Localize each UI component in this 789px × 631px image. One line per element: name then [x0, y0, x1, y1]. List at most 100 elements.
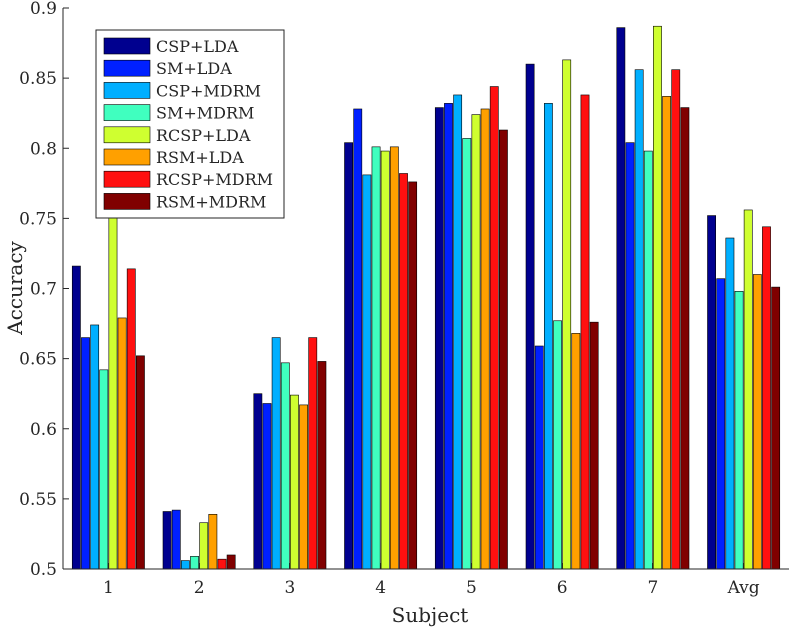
bar-csp-mdrm-1: [90, 324, 100, 570]
bar-rcsp-mdrm-5: [489, 86, 499, 570]
bar-rsm-mdrm-6: [589, 321, 599, 570]
bar-sm-mdrm-avg: [734, 291, 744, 570]
bar-rcsp-lda-6: [562, 59, 572, 570]
bar-sm-lda-4: [353, 108, 363, 570]
bar-rsm-mdrm-3: [317, 361, 327, 570]
bar-csp-lda-5: [434, 107, 444, 570]
bar-sm-lda-5: [444, 103, 453, 570]
legend-swatch: [103, 126, 151, 144]
bar-csp-mdrm-5: [453, 94, 463, 570]
x-axis-label: Subject: [392, 603, 469, 627]
bar-sm-mdrm-2: [190, 556, 199, 570]
bar-sm-lda-3: [262, 403, 272, 570]
bar-rcsp-mdrm-4: [399, 173, 408, 570]
bar-csp-lda-4: [344, 142, 353, 570]
y-tick-label: 0.55: [19, 490, 57, 510]
bar-rsm-lda-6: [571, 333, 581, 570]
y-tick-label: 0.85: [19, 69, 57, 89]
bar-rsm-lda-5: [480, 108, 490, 570]
bar-csp-lda-1: [71, 265, 81, 570]
y-tick-label: 0.9: [30, 0, 57, 19]
bar-sm-mdrm-1: [99, 369, 109, 570]
y-ticks: 0.5 0.55 0.6 0.65 0.7 0.75 0.8 0.85 0.9: [19, 0, 69, 580]
bar-rcsp-lda-avg: [743, 209, 753, 570]
bar-rsm-lda-2: [208, 513, 218, 570]
legend-label: CSP+MDRM: [156, 81, 261, 100]
bar-csp-mdrm-6: [543, 103, 553, 570]
x-tick-label: 4: [375, 578, 386, 598]
bar-sm-lda-avg: [716, 278, 726, 570]
legend-label: RSM+LDA: [156, 148, 244, 167]
bar-csp-lda-7: [616, 27, 626, 570]
bar-rcsp-lda-1: [108, 211, 118, 570]
x-ticks: 1 2 3 4 5 6 7 Avg: [103, 563, 760, 598]
legend-label: SM+LDA: [156, 59, 232, 78]
bar-rcsp-lda-4: [380, 150, 390, 570]
bar-sm-lda-2: [171, 509, 181, 570]
bar-rcsp-mdrm-1: [126, 268, 136, 570]
bar-csp-mdrm-7: [634, 69, 644, 570]
bar-sm-lda-1: [81, 337, 90, 570]
bar-rcsp-mdrm-7: [671, 69, 681, 570]
x-tick-label: 3: [284, 578, 295, 598]
legend-label: RCSP+LDA: [156, 126, 251, 145]
legend-box: [95, 29, 285, 219]
y-tick-label: 0.8: [30, 139, 57, 159]
bar-rsm-lda-1: [117, 317, 127, 570]
x-tick-label: 2: [194, 578, 205, 598]
legend-swatch: [103, 82, 151, 99]
legend-swatch: [103, 59, 151, 77]
bar-rsm-lda-avg: [752, 274, 762, 570]
legend-swatch: [103, 170, 151, 188]
legend-swatch: [103, 148, 151, 166]
bar-sm-mdrm-3: [280, 362, 290, 570]
legend: CSP+LDA SM+LDA CSP+MDRM SM+MDRM RCSP+LDA RSM+…: [95, 29, 285, 219]
bar-rsm-mdrm-avg: [771, 286, 781, 570]
bar-rcsp-lda-2: [199, 522, 209, 570]
bar-rsm-lda-4: [389, 146, 399, 570]
bar-rcsp-mdrm-2: [217, 558, 227, 570]
bar-rsm-mdrm-4: [408, 181, 418, 570]
bar-csp-mdrm-4: [362, 174, 372, 570]
bar-rcsp-mdrm-avg: [762, 226, 771, 570]
bar-sm-mdrm-6: [553, 320, 562, 570]
x-tick-label: Avg: [727, 578, 760, 598]
bar-rsm-mdrm-1: [136, 355, 145, 570]
bar-sm-mdrm-5: [462, 138, 472, 570]
bar-rsm-mdrm-5: [498, 129, 508, 570]
bar-rcsp-lda-3: [290, 394, 299, 570]
bar-rcsp-mdrm-6: [580, 94, 590, 570]
y-axis-label: Accuracy: [3, 240, 27, 335]
bar-rcsp-lda-5: [471, 114, 481, 570]
y-tick-label: 0.6: [30, 420, 57, 440]
y-tick-label: 0.5: [30, 560, 57, 580]
legend-swatch: [103, 193, 151, 210]
bar-csp-lda-avg: [707, 215, 716, 570]
y-tick-label: 0.75: [19, 209, 57, 229]
bar-rsm-mdrm-7: [680, 107, 690, 570]
y-tick-label: 0.7: [30, 280, 57, 300]
legend-label: RSM+MDRM: [156, 192, 266, 211]
legend-swatch: [103, 104, 151, 121]
bar-rsm-mdrm-2: [226, 554, 236, 570]
bar-sm-lda-6: [534, 345, 544, 570]
legend-label: RCSP+MDRM: [156, 170, 273, 189]
bar-csp-mdrm-avg: [725, 237, 735, 570]
bar-csp-lda-2: [162, 511, 172, 570]
bar-csp-mdrm-3: [271, 337, 281, 570]
bar-rsm-lda-3: [299, 404, 308, 570]
legend-swatch: [103, 37, 151, 55]
bar-sm-mdrm-4: [371, 146, 381, 570]
legend-label: CSP+LDA: [156, 37, 239, 56]
bar-sm-mdrm-7: [643, 150, 653, 570]
bar-sm-lda-7: [625, 142, 635, 570]
bar-csp-mdrm-2: [181, 560, 190, 570]
x-tick-label: 7: [647, 578, 658, 598]
bar-csp-lda-6: [525, 63, 535, 570]
bar-rcsp-mdrm-3: [308, 337, 318, 570]
bar-rcsp-lda-7: [653, 25, 662, 570]
legend-label: SM+MDRM: [156, 104, 254, 123]
bar-csp-lda-3: [253, 393, 263, 570]
x-tick-label: 6: [557, 578, 568, 598]
